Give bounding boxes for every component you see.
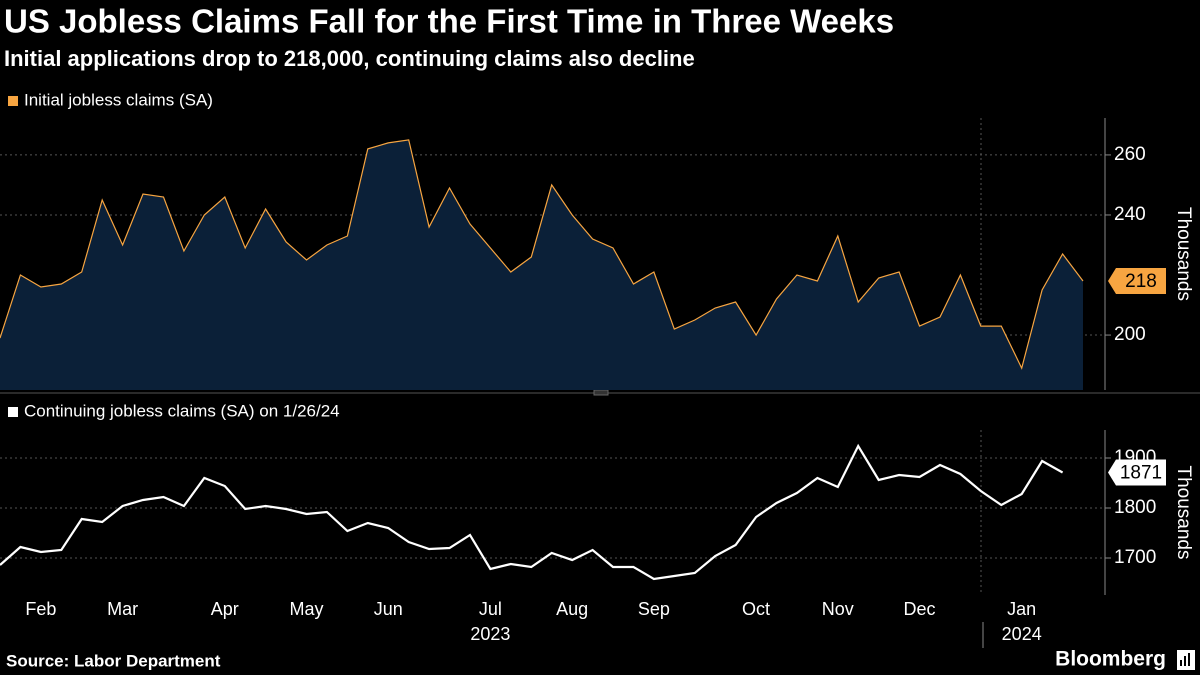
x-tick-label: Apr: [211, 599, 239, 619]
y-tick-label: 1800: [1114, 497, 1156, 518]
x-tick-label: Sep: [638, 599, 670, 619]
line: [0, 139, 1084, 370]
area: [0, 139, 1083, 390]
y-tick-label: 260: [1114, 144, 1146, 165]
y-tick-label: 1700: [1114, 547, 1156, 568]
y-axis-label: Thousands: [1173, 207, 1194, 301]
brand-logo-bars: [1180, 653, 1190, 666]
y-axis-label: Thousands: [1173, 465, 1194, 559]
line: [0, 443, 1064, 581]
chart-subtitle: Initial applications drop to 218,000, co…: [4, 46, 695, 71]
legend-swatch: [8, 407, 18, 417]
chart-title: US Jobless Claims Fall for the First Tim…: [4, 3, 894, 40]
x-tick-label: Jun: [374, 599, 403, 619]
x-tick-label: Jan: [1007, 599, 1036, 619]
y-tick-label: 240: [1114, 204, 1146, 225]
x-tick-label: Aug: [556, 599, 588, 619]
year-label: 2023: [470, 624, 510, 644]
x-tick-label: Nov: [822, 599, 854, 619]
value-tag: [1108, 459, 1166, 486]
legend-label: Initial jobless claims (SA): [24, 90, 213, 109]
y-tick-label: 200: [1114, 324, 1146, 345]
x-tick-label: Feb: [25, 599, 56, 619]
source: Source: Labor Department: [6, 651, 221, 670]
x-tick-label: Dec: [904, 599, 936, 619]
year-label: 2024: [1002, 624, 1042, 644]
x-tick-label: May: [290, 599, 324, 619]
value-tag-label: 1871: [1120, 463, 1162, 484]
brand: Bloomberg: [1055, 648, 1166, 671]
divider-handle: [593, 389, 609, 396]
value-tag-label: 218: [1125, 271, 1157, 292]
x-tick-label: Jul: [479, 599, 502, 619]
legend-swatch: [8, 96, 18, 106]
x-tick-label: Oct: [742, 599, 770, 619]
legend-label: Continuing jobless claims (SA) on 1/26/2…: [24, 401, 340, 420]
value-tag: [1108, 268, 1166, 295]
x-tick-label: Mar: [107, 599, 138, 619]
